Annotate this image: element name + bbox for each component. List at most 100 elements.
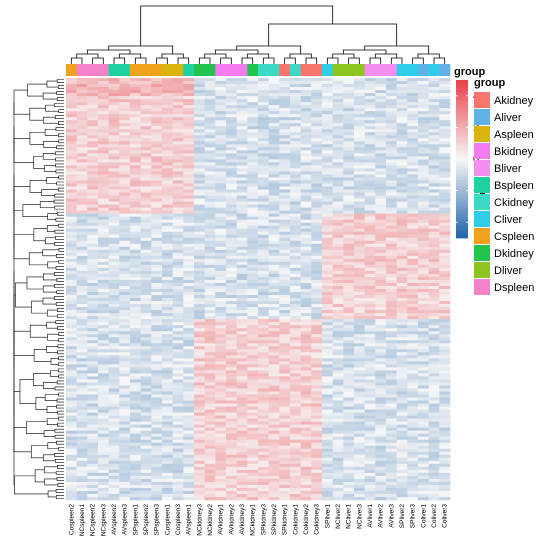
heatmap-cell bbox=[204, 373, 216, 377]
heatmap-cell bbox=[98, 400, 109, 404]
heatmap-cell bbox=[194, 168, 205, 172]
heatmap-cell bbox=[130, 144, 141, 148]
heatmap-cell bbox=[172, 361, 184, 365]
heatmap-cell bbox=[66, 237, 77, 242]
heatmap-cell bbox=[300, 349, 312, 353]
heatmap-cell bbox=[66, 475, 77, 480]
heatmap-cell bbox=[354, 487, 365, 492]
heatmap-cell bbox=[66, 394, 77, 398]
heatmap-cell bbox=[87, 373, 99, 377]
heatmap-cell bbox=[172, 102, 184, 106]
heatmap-cell bbox=[300, 219, 312, 223]
heatmap-cell bbox=[290, 319, 301, 323]
heatmap-cell bbox=[87, 114, 99, 118]
heatmap-cell bbox=[386, 355, 397, 359]
heatmap-cell bbox=[215, 123, 227, 127]
dendrogram-branch bbox=[57, 483, 64, 487]
heatmap-cell bbox=[279, 448, 291, 453]
heatmap-cell bbox=[215, 376, 227, 380]
heatmap-cell bbox=[396, 117, 408, 121]
heatmap-cell bbox=[268, 394, 280, 398]
heatmap-cell bbox=[386, 252, 397, 257]
heatmap-cell bbox=[66, 376, 77, 380]
heatmap-cell bbox=[140, 340, 152, 344]
heatmap-cell bbox=[194, 162, 205, 166]
heatmap-cell bbox=[108, 198, 120, 202]
heatmap-cell bbox=[418, 364, 429, 368]
heatmap-cell bbox=[183, 490, 195, 495]
heatmap-cell bbox=[268, 304, 280, 308]
heatmap-cell bbox=[151, 340, 163, 344]
heatmap-cell bbox=[300, 168, 312, 172]
dendrogram-branch bbox=[348, 57, 360, 64]
heatmap-cell bbox=[343, 460, 355, 465]
heatmap-cell bbox=[151, 126, 163, 130]
heatmap-cell bbox=[396, 484, 408, 489]
heatmap-cell bbox=[66, 276, 77, 281]
heatmap-cell bbox=[247, 472, 259, 477]
heatmap-cell bbox=[183, 373, 195, 377]
heatmap-cell bbox=[396, 472, 408, 477]
heatmap-cell bbox=[396, 126, 408, 130]
heatmap-cell bbox=[226, 228, 237, 233]
heatmap-cell bbox=[311, 496, 323, 501]
heatmap-cell bbox=[204, 358, 216, 362]
heatmap-cell bbox=[354, 355, 365, 359]
heatmap-cell bbox=[258, 313, 269, 317]
heatmap-cell bbox=[247, 307, 259, 311]
group-annotation-cell bbox=[290, 64, 301, 76]
heatmap-cell bbox=[172, 334, 184, 338]
heatmap-cell bbox=[418, 496, 429, 501]
heatmap-cell bbox=[386, 216, 397, 220]
heatmap-cell bbox=[66, 337, 77, 341]
heatmap-cell bbox=[428, 93, 440, 97]
heatmap-cell bbox=[322, 316, 333, 320]
heatmap-cell bbox=[258, 307, 269, 311]
heatmap-cell bbox=[418, 240, 429, 245]
heatmap-cell bbox=[204, 319, 216, 323]
heatmap-cell bbox=[386, 403, 397, 407]
heatmap-cell bbox=[119, 207, 131, 211]
heatmap-cell bbox=[300, 451, 312, 456]
heatmap-cell bbox=[332, 358, 344, 362]
heatmap-cell bbox=[140, 126, 152, 130]
heatmap-cell bbox=[215, 225, 227, 230]
heatmap-cell bbox=[183, 120, 195, 124]
heatmap-cell bbox=[418, 78, 429, 82]
heatmap-cell bbox=[172, 201, 184, 205]
heatmap-cell bbox=[364, 225, 376, 230]
heatmap-cell bbox=[343, 457, 355, 462]
heatmap-cell bbox=[151, 301, 163, 305]
dendrogram-branch bbox=[50, 370, 59, 377]
heatmap-cell bbox=[407, 147, 419, 151]
heatmap-cell bbox=[343, 132, 355, 136]
heatmap-cell bbox=[343, 138, 355, 142]
heatmap-cell bbox=[119, 114, 131, 118]
heatmap-cell bbox=[268, 340, 280, 344]
heatmap-cell bbox=[172, 364, 184, 368]
heatmap-cell bbox=[140, 352, 152, 356]
heatmap-cell bbox=[322, 304, 333, 308]
dendrogram-branch bbox=[43, 454, 56, 462]
heatmap-cell bbox=[162, 415, 173, 419]
heatmap-cell bbox=[375, 469, 387, 474]
heatmap-cell bbox=[258, 210, 269, 214]
heatmap-cell bbox=[162, 475, 173, 480]
heatmap-cell bbox=[119, 276, 131, 281]
heatmap-cell bbox=[407, 388, 419, 392]
heatmap-cell bbox=[172, 264, 184, 269]
heatmap-cell bbox=[119, 295, 131, 299]
heatmap-cell bbox=[130, 276, 141, 281]
heatmap-cell bbox=[76, 304, 88, 308]
heatmap-cell bbox=[407, 319, 419, 323]
heatmap-cell bbox=[386, 285, 397, 290]
heatmap-cell bbox=[258, 490, 269, 495]
heatmap-cell bbox=[215, 243, 227, 248]
heatmap-cell bbox=[375, 207, 387, 211]
heatmap-cell bbox=[87, 81, 99, 85]
heatmap-cell bbox=[236, 108, 248, 112]
heatmap-cell bbox=[268, 493, 280, 498]
heatmap-cell bbox=[172, 496, 184, 501]
heatmap-cell bbox=[108, 475, 120, 480]
heatmap-cell bbox=[183, 246, 195, 251]
